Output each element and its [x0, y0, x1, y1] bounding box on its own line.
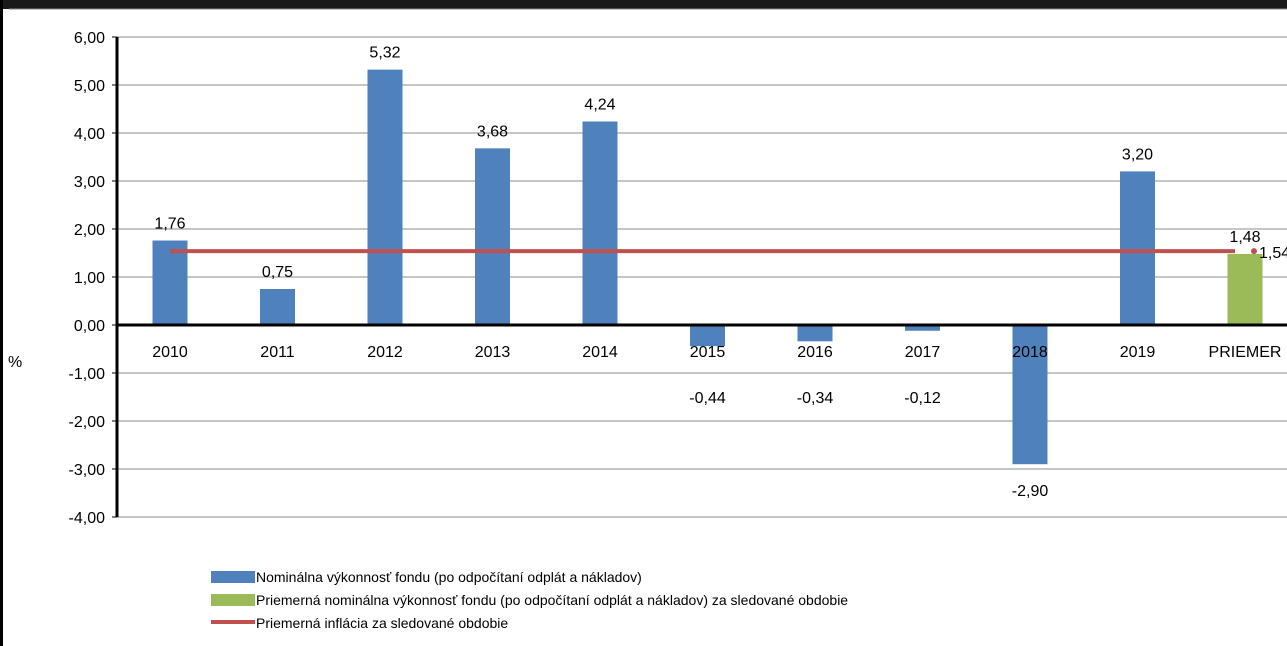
y-tick-label: -3,00 — [69, 462, 106, 479]
bar-2013 — [475, 148, 510, 325]
x-tick-label: 2019 — [1120, 344, 1156, 361]
top-border-band — [0, 0, 1287, 9]
bar-value-label: 0,75 — [262, 264, 293, 281]
y-tick-label: 5,00 — [74, 78, 105, 95]
bars — [152, 69, 1263, 465]
inflation-value-label: 1,54 — [1259, 245, 1287, 262]
bar-value-label: -2,90 — [1012, 483, 1049, 500]
x-tick-label: 2016 — [797, 344, 833, 361]
bar-2010 — [152, 240, 188, 325]
y-tick-label: 4,00 — [74, 126, 105, 143]
x-tick-label: 2012 — [367, 344, 403, 361]
bar-value-label: -0,12 — [904, 390, 941, 407]
bar-2012 — [367, 69, 403, 325]
legend-entry-average: Priemerná nominálna výkonnosť fondu (po … — [256, 592, 848, 608]
legend-entry-nominal: Nominálna výkonnosť fondu (po odpočítaní… — [256, 569, 642, 585]
bar-2017 — [905, 325, 940, 331]
x-tick-label: 2017 — [905, 344, 941, 361]
bar-value-label: 3,68 — [477, 123, 508, 140]
bar-2016 — [797, 325, 833, 342]
y-tick-label: 1,00 — [74, 270, 105, 287]
y-axis-label: % — [8, 354, 22, 371]
bar-value-label: 1,48 — [1229, 229, 1260, 246]
bar-value-label: -0,34 — [797, 390, 834, 407]
legend: Nominálna výkonnosť fondu (po odpočítaní… — [211, 569, 848, 631]
y-tick-label: -1,00 — [69, 366, 106, 383]
y-tick-label: 2,00 — [74, 222, 105, 239]
x-tick-label: 2013 — [475, 344, 511, 361]
y-tick-label: 0,00 — [74, 318, 105, 335]
x-tick-label: 2010 — [152, 344, 188, 361]
inflation-point — [1251, 248, 1257, 255]
legend-swatch-nominal — [211, 571, 255, 583]
bar-value-label: 5,32 — [369, 45, 400, 62]
data-labels: 6,00 5,00 4,00 3,00 2,00 1,00 0,00 -1,00 -2,00 -3… — [69, 30, 1287, 527]
bar-value-label: 3,20 — [1122, 146, 1153, 163]
y-tick-label: 3,00 — [74, 174, 105, 191]
legend-swatch-average — [211, 594, 255, 606]
bar-2015 — [690, 325, 725, 347]
bar-2019 — [1120, 171, 1155, 325]
bar-value-label: -0,44 — [689, 390, 726, 407]
gridlines — [117, 36, 1287, 518]
y-tick-label: 6,00 — [74, 30, 105, 47]
x-tick-label: 2014 — [582, 344, 618, 361]
legend-swatch-inflation — [211, 620, 255, 624]
x-tick-label: PRIEMER — [1209, 344, 1282, 361]
y-tick-label: -4,00 — [69, 510, 106, 527]
bar-value-label: 1,76 — [154, 216, 185, 233]
y-tick-label: -2,00 — [69, 414, 106, 431]
inflation-line-layer — [170, 248, 1257, 255]
x-tick-label: 2011 — [260, 344, 295, 361]
bar-2018 — [1012, 325, 1048, 465]
bar-2014 — [582, 121, 618, 325]
bar-2011 — [260, 289, 295, 325]
axes — [112, 36, 1287, 518]
x-tick-label: 2015 — [690, 344, 726, 361]
x-tick-label: 2018 — [1012, 344, 1048, 361]
bar-priemer — [1227, 253, 1263, 325]
legend-entry-inflation: Priemerná inflácia za sledované obdobie — [256, 615, 508, 631]
bar-value-label: 4,24 — [584, 96, 615, 113]
